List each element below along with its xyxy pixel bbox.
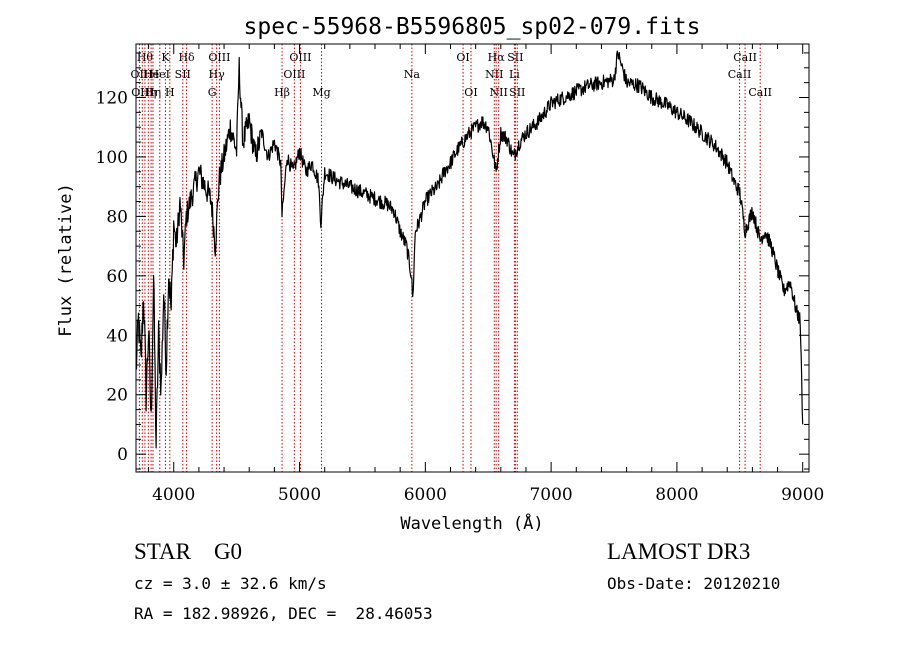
line-marker-label: SII (175, 68, 191, 81)
x-axis-label: Wavelength (Å) (400, 512, 543, 534)
line-marker-label: Hα (488, 51, 506, 64)
axis-ticks (136, 44, 809, 472)
line-marker-label: OIII (289, 51, 311, 64)
x-tick-label: 7000 (529, 485, 572, 505)
y-tick-label: 20 (106, 386, 128, 406)
chart-title: spec-55968-B5596805_sp02-079.fits (244, 14, 701, 40)
line-marker-label: Hγ (209, 68, 226, 81)
redshift-cz: cz = 3.0 ± 32.6 km/s (134, 574, 327, 593)
line-marker-label: Hβ (274, 86, 290, 99)
survey-name: LAMOST DR3 (607, 539, 751, 564)
x-tick-label: 9000 (781, 485, 824, 505)
line-marker-label: Hδ (178, 51, 195, 64)
tick-labels: 4000 5000 6000 7000 8000 9000 0 20 40 60 80 100 120 (96, 89, 825, 506)
line-marker-label: He (143, 68, 159, 81)
line-marker-label: Hθ (137, 51, 154, 64)
line-marker-label: Hη (145, 86, 161, 99)
line-markers: OIIOIIIHθHηHeHηHeIKHSIIHδGHγOIIIHβOIIIOI… (131, 44, 772, 472)
line-marker-label: CaII (733, 51, 757, 64)
line-marker-label: OI (456, 51, 469, 64)
y-axis-label: Flux (relative) (56, 183, 76, 337)
spectral-class: STAR G0 (134, 539, 243, 564)
y-tick-label: 120 (96, 89, 128, 109)
line-marker-label: OI (464, 86, 477, 99)
x-tick-label: 6000 (404, 485, 447, 505)
line-marker-label: K (161, 51, 170, 64)
flux-series-line (135, 50, 804, 449)
line-marker-label: NII (490, 86, 508, 99)
line-marker-label: NII (485, 68, 503, 81)
line-marker-label: H (165, 86, 175, 99)
line-marker-label: Na (404, 68, 421, 81)
line-marker-label: OIII (283, 68, 305, 81)
line-marker-label: CaII (728, 68, 752, 81)
y-tick-label: 40 (106, 326, 128, 346)
plot-frame (135, 43, 810, 473)
line-marker-label: G (208, 86, 217, 99)
y-tick-label: 60 (106, 267, 128, 287)
y-tick-label: 0 (117, 445, 128, 465)
line-marker-label: SII (509, 86, 525, 99)
ra-dec: RA = 182.98926, DEC = 28.46053 (134, 604, 433, 623)
line-marker-label: OII (131, 68, 149, 81)
spectrum-chart: spec-55968-B5596805_sp02-079.fits OII OII… (56, 14, 825, 534)
obs-date: Obs-Date: 20120210 (607, 574, 781, 593)
y-tick-label: 100 (96, 148, 128, 168)
line-marker-label: CaII (748, 86, 772, 99)
line-marker-label: Li (509, 68, 520, 81)
line-marker-label: OIII (208, 51, 230, 64)
x-tick-label: 4000 (152, 485, 195, 505)
y-tick-label: 80 (106, 207, 128, 227)
line-marker-label: Hη (140, 86, 156, 99)
line-marker-label: OIII (131, 86, 153, 99)
line-marker-label: Mg (312, 86, 330, 99)
x-tick-label: 5000 (278, 485, 321, 505)
line-marker-label: HeI (150, 68, 170, 81)
x-tick-label: 8000 (655, 485, 698, 505)
line-marker-label: SII (507, 51, 523, 64)
